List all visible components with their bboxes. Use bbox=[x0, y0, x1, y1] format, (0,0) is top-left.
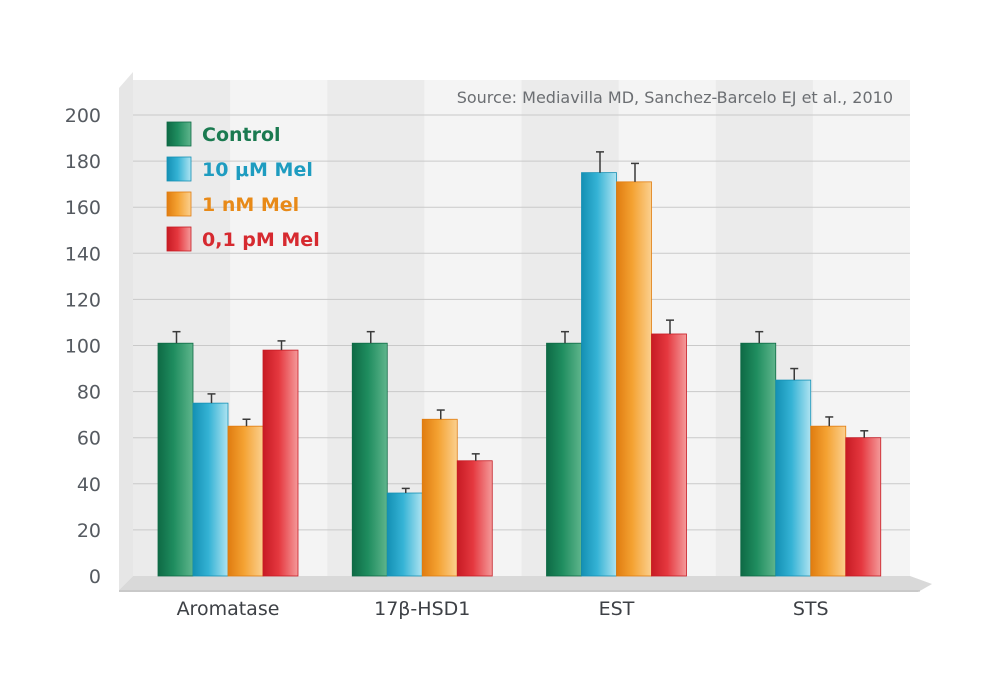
y-tick-label: 80 bbox=[77, 382, 101, 404]
legend-label: Control bbox=[202, 124, 281, 146]
y-tick-label: 0 bbox=[89, 566, 101, 588]
bar bbox=[456, 460, 493, 577]
bar bbox=[581, 172, 617, 577]
legend: Control 10 μM Mel 1 nM Mel 0,1 pM Mel bbox=[166, 121, 320, 252]
bars bbox=[157, 151, 882, 577]
x-tick-label: 17β-HSD1 bbox=[374, 598, 470, 620]
y-tick-label: 140 bbox=[65, 243, 101, 265]
legend-label: 10 μM Mel bbox=[202, 159, 313, 181]
x-tick-label: Aromatase bbox=[177, 598, 280, 620]
bar bbox=[775, 379, 812, 577]
bar bbox=[386, 492, 423, 577]
bar bbox=[157, 342, 194, 577]
y-tick-label: 20 bbox=[77, 520, 101, 542]
y-tick-label: 100 bbox=[65, 336, 101, 358]
bar bbox=[616, 181, 652, 577]
y-tick-label: 40 bbox=[77, 474, 101, 496]
bar bbox=[192, 402, 229, 577]
bar bbox=[262, 349, 299, 577]
bar bbox=[227, 425, 264, 577]
legend-swatch bbox=[166, 156, 192, 182]
bar bbox=[351, 342, 388, 577]
bar bbox=[421, 418, 458, 577]
legend-swatch bbox=[166, 121, 192, 147]
bar bbox=[740, 342, 777, 577]
legend-label: 1 nM Mel bbox=[202, 194, 299, 216]
y-tick-label: 200 bbox=[65, 105, 101, 127]
y-tick-label: 160 bbox=[65, 197, 101, 219]
x-tick-label: EST bbox=[599, 598, 635, 620]
bar bbox=[810, 425, 847, 577]
source-note: Source: Mediavilla MD, Sanchez-Barcelo E… bbox=[457, 88, 893, 107]
y-axis: 0 20 40 60 80 100 120 140 160 180 200 bbox=[65, 105, 101, 588]
bar bbox=[845, 437, 882, 577]
y-tick-label: 60 bbox=[77, 428, 101, 450]
legend-label: 0,1 pM Mel bbox=[202, 229, 320, 251]
legend-swatch bbox=[166, 226, 192, 252]
x-tick-label: STS bbox=[793, 598, 829, 620]
x-axis: Aromatase 17β-HSD1 EST STS bbox=[177, 598, 829, 620]
legend-swatch bbox=[166, 191, 192, 217]
y-tick-label: 120 bbox=[65, 289, 101, 311]
bar bbox=[546, 342, 582, 577]
y-tick-label: 180 bbox=[65, 151, 101, 173]
bar bbox=[651, 333, 687, 577]
